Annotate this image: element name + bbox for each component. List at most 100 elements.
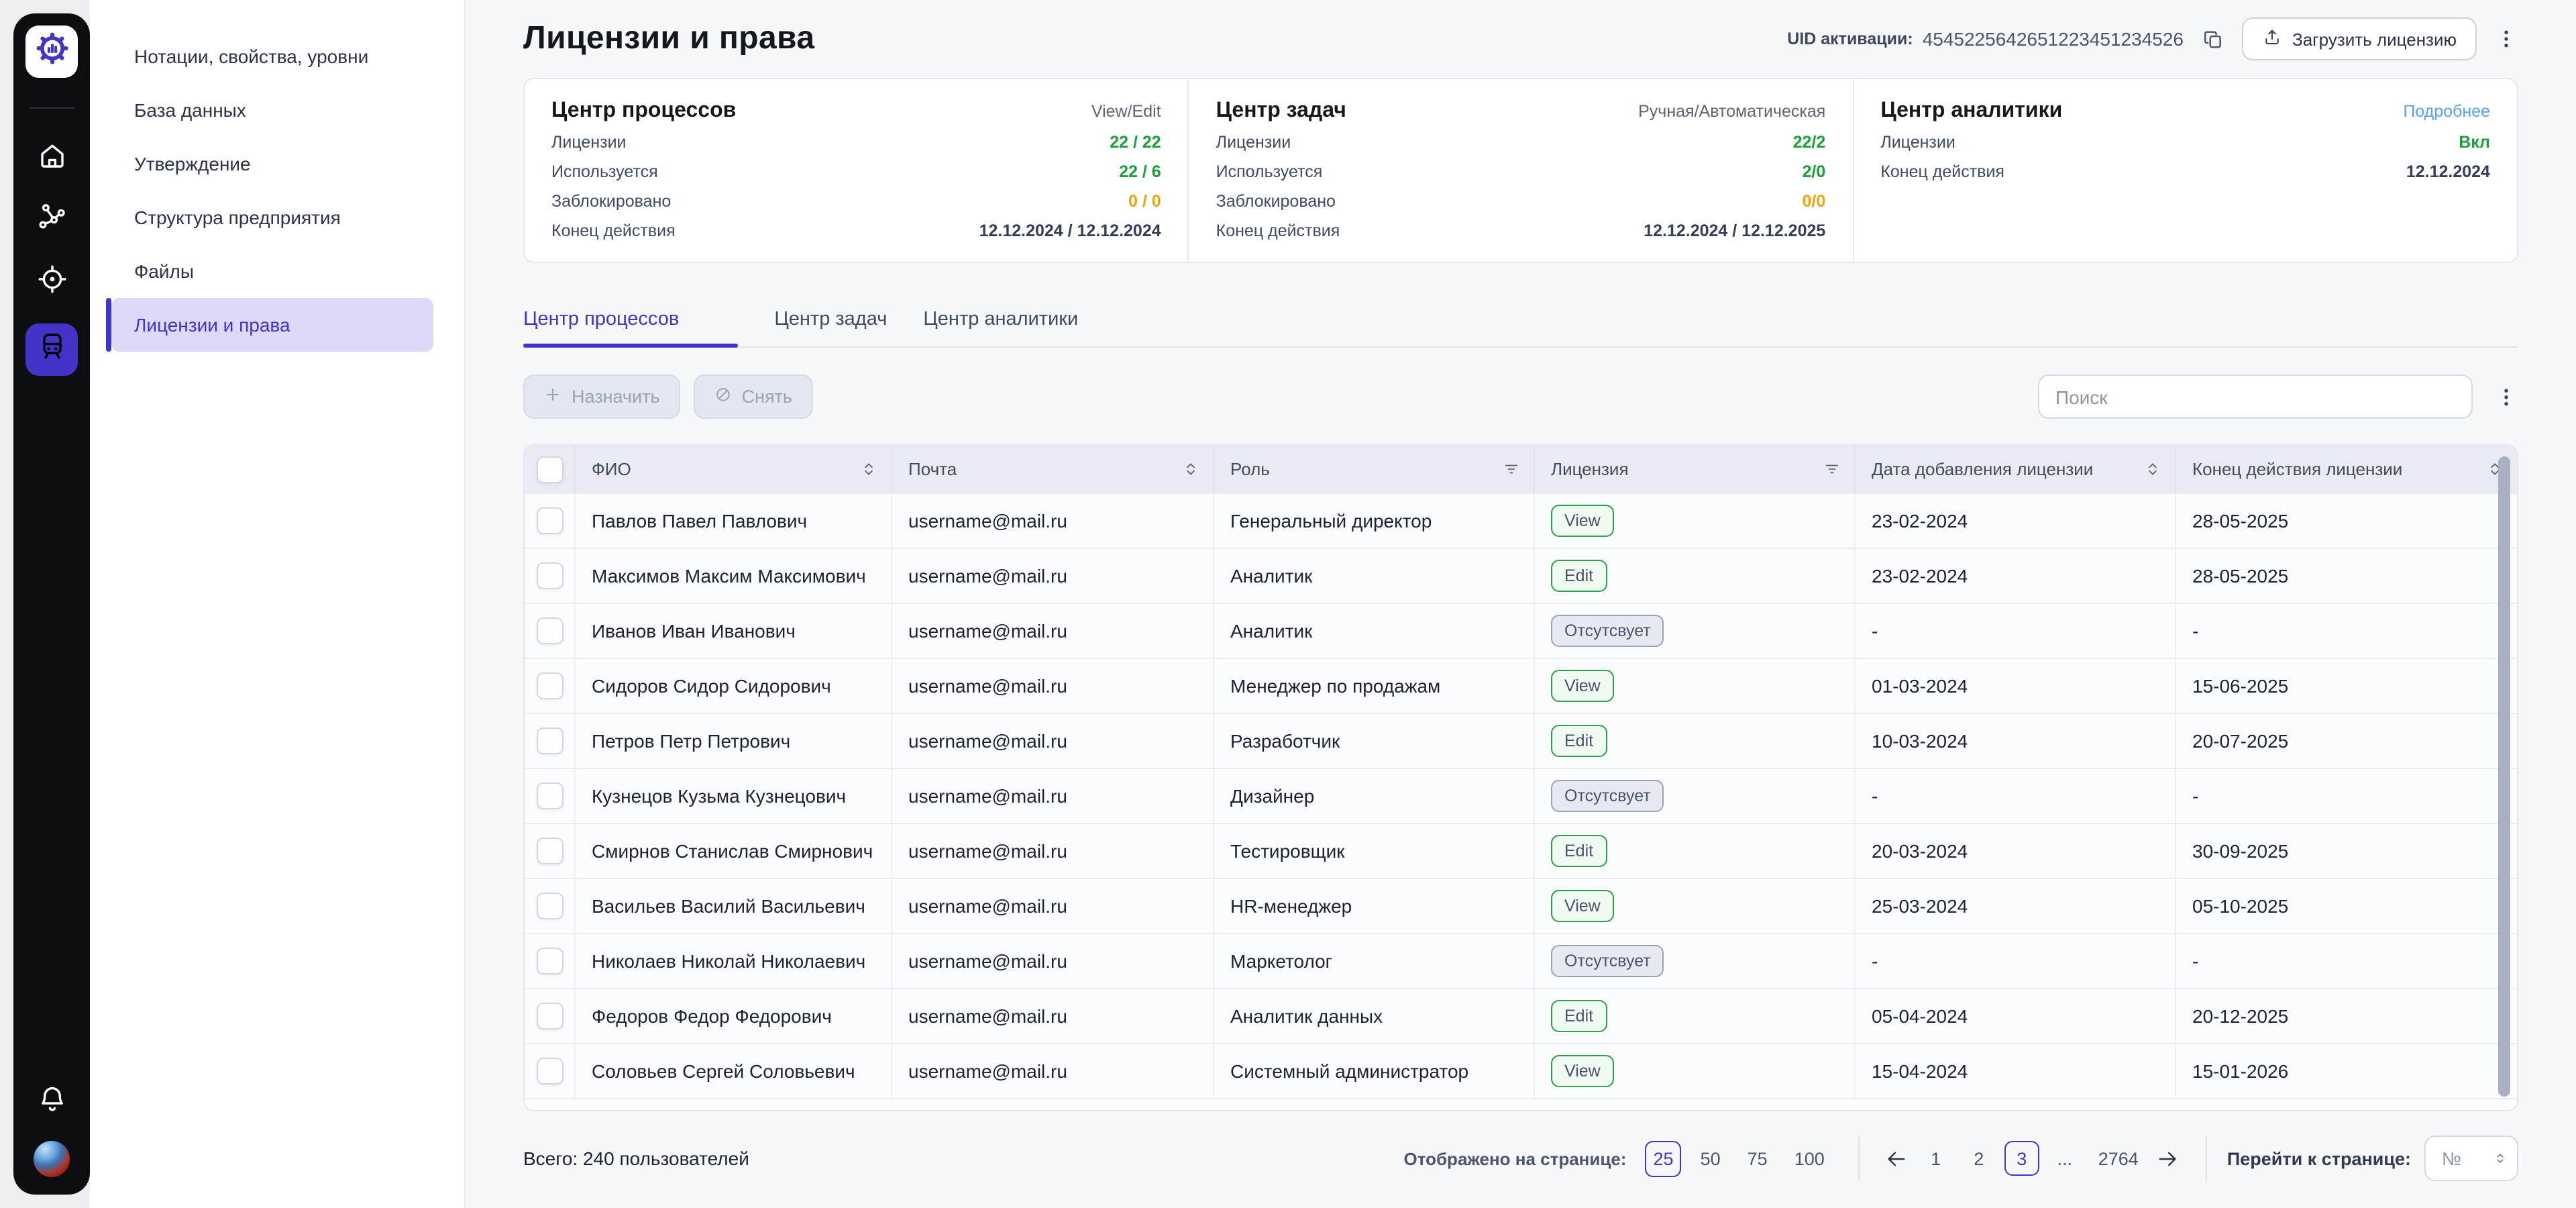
sidebar-item[interactable]: Утверждение — [111, 137, 433, 191]
row-checkbox[interactable] — [536, 783, 563, 809]
license-badge: Отсутсвует — [1551, 614, 1664, 648]
cell-license-added: 15-04-2024 — [1856, 1044, 2176, 1098]
sidebar-item-label: Файлы — [134, 260, 194, 282]
app-logo[interactable] — [25, 26, 78, 78]
select-all-checkbox[interactable] — [536, 456, 563, 483]
filter-icon[interactable] — [1503, 460, 1520, 478]
card-stat-row: Лицензии 22/2 — [1216, 133, 1826, 152]
row-checkbox-cell — [525, 549, 576, 603]
card-stat-row: Конец действия 12.12.2024 / 12.12.2025 — [1216, 221, 1826, 240]
stepper-chevrons-icon[interactable] — [2493, 1137, 2508, 1180]
sort-icon[interactable] — [1182, 460, 1199, 478]
locate-icon[interactable] — [34, 262, 69, 297]
cell-role: Разработчик — [1214, 714, 1535, 768]
page-number[interactable]: ... — [2057, 1148, 2072, 1168]
assign-button[interactable]: Назначить — [523, 374, 680, 419]
bell-icon[interactable] — [34, 1082, 69, 1117]
gear-chart-logo-icon — [34, 31, 69, 72]
page-number[interactable]: 1 — [1931, 1148, 1941, 1168]
sidebar-item[interactable]: Структура предприятия — [111, 191, 433, 244]
cell-license: View — [1535, 659, 1856, 713]
column-header-license[interactable]: Лицензия — [1535, 446, 1856, 493]
table-scrollbar[interactable] — [2498, 456, 2510, 1097]
goto-page-input[interactable] — [2439, 1147, 2485, 1170]
page-size-option[interactable]: 75 — [1747, 1148, 1768, 1168]
column-header-role[interactable]: Роль — [1214, 446, 1535, 493]
rail-nav — [25, 138, 78, 376]
sort-icon[interactable] — [2144, 460, 2161, 478]
sidebar-item[interactable]: База данных — [111, 83, 433, 137]
row-checkbox[interactable] — [536, 507, 563, 534]
sidebar-item-label: Структура предприятия — [134, 207, 341, 228]
column-header-email[interactable]: Почта — [892, 446, 1214, 493]
tab-label: Центр процессов — [523, 309, 680, 330]
sidebar-item[interactable]: Файлы — [111, 244, 433, 298]
table-kebab-menu-icon[interactable] — [2494, 385, 2518, 409]
cell-license-expires: 15-01-2026 — [2192, 1060, 2289, 1082]
license-badge: View — [1551, 889, 1614, 923]
column-header-fio[interactable]: ФИО — [576, 446, 892, 493]
slash-circle-icon — [714, 385, 733, 408]
prev-page-arrow-icon[interactable] — [1880, 1141, 1915, 1176]
license-badge: Edit — [1551, 999, 1607, 1033]
row-checkbox-cell — [525, 769, 576, 823]
next-page-arrow-icon[interactable] — [2151, 1141, 2186, 1176]
header-kebab-menu-icon[interactable] — [2494, 27, 2518, 51]
page-header: Лицензии и права UID активации: 45452256… — [523, 0, 2518, 78]
sidebar-item-label: Утверждение — [134, 153, 251, 174]
row-checkbox[interactable] — [536, 1003, 563, 1029]
page-number[interactable]: 2764 — [2098, 1148, 2139, 1168]
column-header-license-expires[interactable]: Конец действия лицензии — [2176, 446, 2517, 493]
cell-license-expires: - — [2192, 785, 2199, 807]
graph-icon[interactable] — [34, 200, 69, 235]
row-checkbox[interactable] — [536, 1058, 563, 1085]
row-checkbox[interactable] — [536, 838, 563, 864]
row-checkbox[interactable] — [536, 727, 563, 754]
cell-email: username@mail.ru — [892, 494, 1214, 548]
page-number[interactable]: 2 — [1974, 1148, 1984, 1168]
cell-email: username@mail.ru — [892, 934, 1214, 988]
card-stat-row: Заблокировано 0 / 0 — [551, 192, 1161, 211]
sort-icon[interactable] — [860, 460, 877, 478]
row-checkbox[interactable] — [536, 672, 563, 699]
cell-role: Дизайнер — [1214, 769, 1535, 823]
license-summary-cards: Центр процессов View/Edit Лицензии 22 / 2… — [523, 78, 2518, 263]
cell-license-expires: 30-09-2025 — [2192, 840, 2289, 862]
tab[interactable]: Центр аналитики — [923, 309, 1078, 346]
page-size-option[interactable]: 100 — [1794, 1148, 1825, 1168]
page-number[interactable]: 3 — [2004, 1141, 2039, 1176]
sidebar-item-label: Лицензии и права — [134, 314, 290, 336]
upload-license-button[interactable]: Загрузить лицензию — [2241, 17, 2477, 60]
uid-label: UID активации: — [1787, 30, 1913, 48]
cell-license-added: 01-03-2024 — [1856, 659, 2176, 713]
row-checkbox[interactable] — [536, 948, 563, 974]
copy-icon[interactable] — [2201, 28, 2224, 50]
cell-license-added: 05-04-2024 — [1856, 989, 2176, 1043]
row-checkbox-cell — [525, 714, 576, 768]
tab[interactable]: Центр процессов — [523, 309, 739, 348]
page-size-option[interactable]: 25 — [1645, 1140, 1682, 1176]
sidebar-item[interactable]: Лицензии и права — [106, 298, 433, 352]
home-icon[interactable] — [34, 138, 69, 173]
column-label: Лицензия — [1551, 459, 1629, 479]
rail-item-licenses-active[interactable] — [25, 323, 78, 376]
upload-license-label: Загрузить лицензию — [2292, 29, 2457, 49]
filter-icon[interactable] — [1823, 460, 1841, 478]
per-page-label: Отображено на странице: — [1403, 1148, 1627, 1168]
row-checkbox-cell — [525, 879, 576, 933]
user-avatar[interactable] — [34, 1141, 70, 1177]
row-checkbox[interactable] — [536, 893, 563, 919]
card-analytics-center: Центр аналитики Подробнее Лицензии Вкл Ко… — [1852, 79, 2517, 262]
column-header-license-added[interactable]: Дата добавления лицензии — [1856, 446, 2176, 493]
sidebar-item[interactable]: Нотации, свойства, уровни — [111, 30, 433, 83]
sort-icon[interactable] — [2486, 460, 2504, 478]
page-size-option[interactable]: 50 — [1700, 1148, 1721, 1168]
details-link[interactable]: Подробнее — [2403, 102, 2490, 121]
search-input[interactable] — [2038, 374, 2473, 419]
row-checkbox[interactable] — [536, 562, 563, 589]
tab[interactable]: Центр задач — [774, 309, 887, 346]
select-all-cell — [525, 446, 576, 493]
revoke-button-label: Снять — [741, 387, 792, 407]
revoke-button[interactable]: Снять — [693, 374, 812, 419]
row-checkbox[interactable] — [536, 617, 563, 644]
